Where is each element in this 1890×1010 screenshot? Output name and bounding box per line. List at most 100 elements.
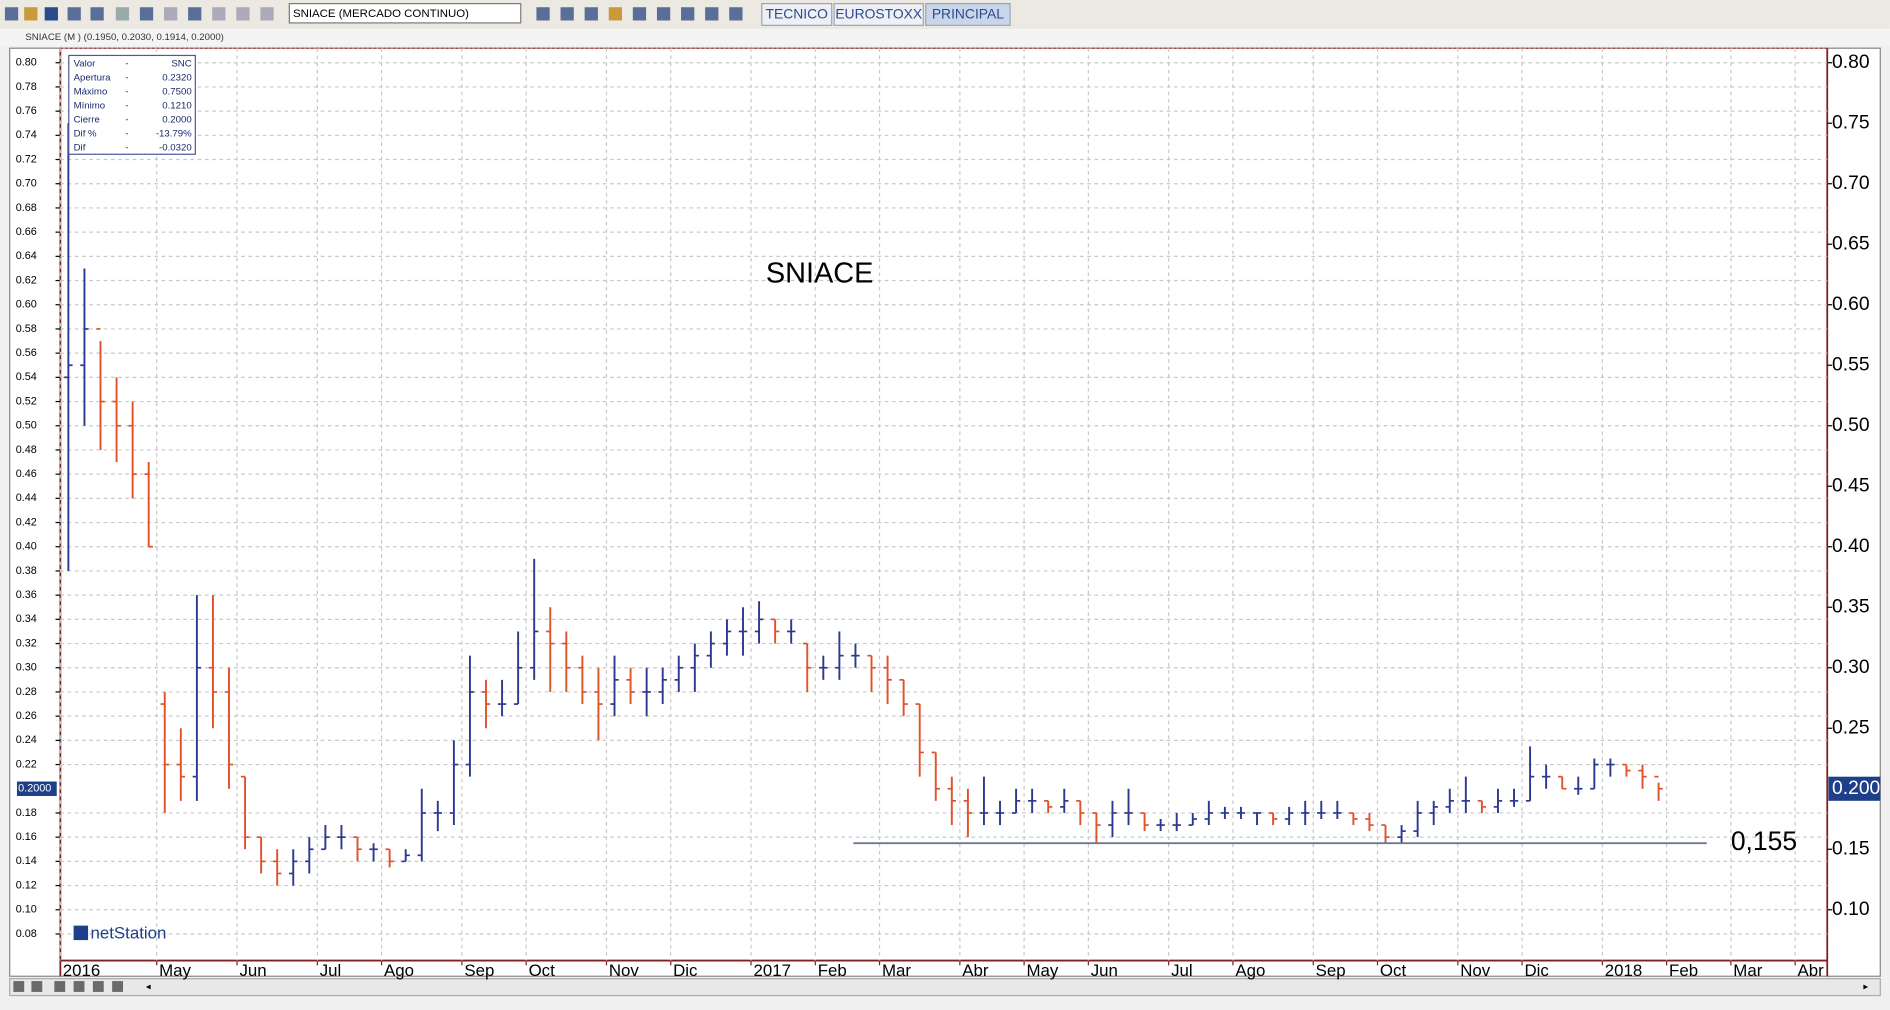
scrollbar[interactable] xyxy=(9,978,1881,997)
tab[interactable] xyxy=(833,3,924,26)
last-price-badge-right xyxy=(1828,776,1881,801)
scroll-left: ◂ xyxy=(146,982,151,993)
x-tick-label: Abr xyxy=(1798,961,1825,980)
tab[interactable] xyxy=(925,3,1011,26)
x-tick-label: Oct xyxy=(529,961,556,980)
y-tick-label: 0.48 xyxy=(16,444,37,456)
info-key: Dif % xyxy=(74,128,97,139)
symbol-input[interactable] xyxy=(288,3,522,24)
y-tick-label: 0.34 xyxy=(16,613,37,625)
bars xyxy=(64,123,1663,886)
support-label: 0,155 xyxy=(1731,826,1797,856)
info-box xyxy=(68,54,196,155)
annotations: 0,155 0.2000 0.200 xyxy=(16,776,1881,856)
last-price-label-right: 0.200 xyxy=(1832,778,1880,799)
logo: netStation xyxy=(73,924,166,943)
y2-tick-label: 0.75 xyxy=(1832,112,1870,133)
y2-tick-label: 0.65 xyxy=(1832,233,1870,254)
info-rows: Valor - SNC Apertura - 0.2320 Máximo - 0.7500 Mín… xyxy=(74,58,193,153)
y2-tick-label: 0.50 xyxy=(1832,415,1870,436)
y-tick-label: 0.66 xyxy=(16,226,37,238)
x-tick-label: Ago xyxy=(384,961,414,980)
bottom-icons xyxy=(13,981,124,992)
x-tick-label: 2017 xyxy=(753,961,791,980)
x-tick-label: Jun xyxy=(239,961,266,980)
info-value: 0.1210 xyxy=(162,100,191,111)
y-tick-label: 0.28 xyxy=(16,686,37,698)
y2-tick-label: 0.10 xyxy=(1832,899,1870,920)
info-value: 0.2320 xyxy=(162,72,191,83)
info-sep: - xyxy=(125,128,128,139)
y-tick-label: 0.74 xyxy=(16,129,37,141)
grid xyxy=(55,48,1833,966)
y-tick-label: 0.12 xyxy=(16,879,37,891)
info-key: Cierre xyxy=(74,114,100,125)
info-sep: - xyxy=(125,86,128,97)
y-tick-label: 0.18 xyxy=(16,807,37,819)
y-tick-label: 0.46 xyxy=(16,468,37,480)
info-sep: - xyxy=(125,58,128,69)
y-tick-label: 0.10 xyxy=(16,904,37,916)
y-tick-label: 0.40 xyxy=(16,541,37,553)
x-tick-label: Feb xyxy=(818,961,847,980)
chart-title: SNIACE xyxy=(766,257,874,289)
y-tick-label: 0.42 xyxy=(16,516,37,528)
x-tick-label: Jun xyxy=(1091,961,1118,980)
y2-tick-label: 0.40 xyxy=(1832,536,1870,557)
logo-text: netStation xyxy=(90,924,166,943)
y-tick-label: 0.14 xyxy=(16,855,37,867)
y-tick-label: 0.22 xyxy=(16,758,37,770)
y-tick-label: 0.60 xyxy=(16,299,37,311)
info-value: -13.79% xyxy=(156,128,192,139)
y-tick-label: 0.64 xyxy=(16,250,37,262)
y-tick-label: 0.16 xyxy=(16,831,37,843)
info-value: 0.2000 xyxy=(162,114,191,125)
y-tick-label: 0.50 xyxy=(16,420,37,432)
last-price-badge xyxy=(16,781,57,796)
x-tick-label: Mar xyxy=(882,961,911,980)
x-tick-label: Jul xyxy=(320,961,342,980)
x-tick-label: Nov xyxy=(1460,961,1491,980)
x-tick-label: 2018 xyxy=(1605,961,1643,980)
y2-tick-label: 0.45 xyxy=(1832,475,1870,496)
y-tick-label: 0.32 xyxy=(16,637,37,649)
y-tick-label: 0.56 xyxy=(16,347,37,359)
y2-tick-label: 0.30 xyxy=(1832,657,1870,678)
y-tick-label: 0.08 xyxy=(16,928,37,940)
x-tick-label: May xyxy=(1027,961,1059,980)
info-sep: - xyxy=(125,72,128,83)
tab[interactable] xyxy=(761,3,833,26)
toolbar-icons xyxy=(4,7,743,21)
y-tick-label: 0.72 xyxy=(16,153,37,165)
y-tick-label: 0.80 xyxy=(16,57,37,69)
y-tick-label: 0.54 xyxy=(16,371,37,383)
symbol-input-text: SNIACE (MERCADO CONTINUO) xyxy=(293,8,469,20)
y2-tick-label: 0.15 xyxy=(1832,838,1870,859)
x-tick-label: Dic xyxy=(1524,961,1548,980)
y-tick-label: 0.52 xyxy=(16,395,37,407)
y2-tick-label: 0.80 xyxy=(1832,52,1870,73)
info-key: Valor xyxy=(74,58,97,69)
info-sep: - xyxy=(125,100,128,111)
x-tick-label: Dic xyxy=(673,961,697,980)
y-tick-label: 0.38 xyxy=(16,565,37,577)
x-tick-label: Oct xyxy=(1380,961,1407,980)
info-sep: - xyxy=(125,142,128,153)
info-key: Máximo xyxy=(74,86,108,97)
y-tick-label: 0.36 xyxy=(16,589,37,601)
info-key: Mínimo xyxy=(74,100,106,111)
info-key: Apertura xyxy=(74,72,112,83)
y-tick-label: 0.78 xyxy=(16,81,37,93)
x-tick-label: Feb xyxy=(1669,961,1698,980)
window-header: SNIACE (M ) (0.1950, 0.2030, 0.1914, 0.2… xyxy=(25,32,224,43)
y-tick-label: 0.30 xyxy=(16,662,37,674)
tab-label: EUROSTOXX xyxy=(835,6,922,22)
y2-tick-label: 0.70 xyxy=(1832,173,1870,194)
y-tick-label: 0.26 xyxy=(16,710,37,722)
y2-tick-label: 0.55 xyxy=(1832,354,1870,375)
x-tick-label: Abr xyxy=(962,961,989,980)
info-value: SNC xyxy=(171,58,191,69)
x-tick-label: Jul xyxy=(1171,961,1193,980)
